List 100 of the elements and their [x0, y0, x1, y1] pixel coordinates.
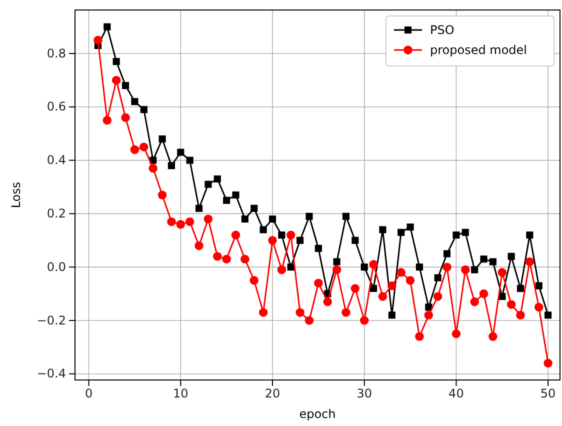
point — [148, 164, 158, 173]
point — [360, 316, 369, 325]
point — [415, 332, 424, 341]
point — [122, 82, 130, 90]
point — [296, 236, 304, 244]
point — [480, 256, 488, 263]
point — [506, 300, 516, 309]
y-tick-label: −0.4 — [36, 366, 66, 381]
point — [140, 106, 148, 114]
point — [168, 162, 175, 170]
point — [488, 332, 498, 341]
point — [525, 257, 534, 266]
point — [204, 214, 213, 224]
point — [332, 265, 342, 274]
point — [352, 236, 359, 244]
point — [333, 258, 340, 266]
point — [277, 265, 286, 274]
point — [112, 58, 120, 66]
point — [342, 212, 350, 220]
point — [534, 302, 544, 312]
point — [388, 312, 396, 319]
y-tick-label: 0.0 — [46, 260, 66, 274]
x-tick-label: 0 — [84, 386, 93, 401]
point — [398, 228, 405, 236]
x-tick-label: 40 — [448, 386, 464, 401]
point — [240, 254, 250, 264]
point — [461, 265, 470, 274]
point — [131, 98, 138, 106]
point — [185, 217, 194, 226]
point — [186, 156, 194, 164]
point — [121, 113, 130, 122]
point — [250, 204, 258, 212]
point — [314, 244, 322, 252]
point — [396, 268, 406, 277]
point — [140, 142, 148, 152]
point — [433, 292, 442, 301]
point — [213, 252, 222, 261]
point — [388, 281, 396, 290]
point — [278, 232, 286, 239]
point — [286, 230, 296, 240]
point — [195, 204, 203, 212]
point — [369, 260, 378, 269]
point — [177, 148, 184, 156]
point — [379, 226, 386, 234]
y-tick-label: 0.8 — [46, 46, 66, 60]
x-tick-label: 10 — [172, 386, 188, 401]
point — [258, 308, 268, 317]
point — [544, 358, 552, 368]
point — [260, 226, 267, 234]
point — [94, 36, 102, 45]
point — [526, 232, 534, 239]
point — [535, 282, 542, 290]
x-axis-title: epoch — [299, 407, 336, 421]
point — [232, 191, 240, 199]
point — [250, 276, 258, 285]
point — [158, 135, 166, 142]
legend-label: PSO — [430, 23, 454, 37]
point — [479, 289, 488, 298]
y-tick-label: 0.6 — [46, 100, 66, 114]
point — [222, 254, 231, 264]
point — [489, 258, 496, 266]
point — [158, 190, 167, 200]
point — [416, 264, 423, 271]
point — [214, 175, 221, 183]
point — [306, 212, 313, 220]
point — [360, 264, 368, 271]
point — [434, 274, 442, 282]
point — [176, 220, 186, 229]
point — [424, 310, 434, 320]
y-axis-title: Loss — [9, 182, 23, 208]
point — [443, 250, 451, 258]
point — [167, 217, 176, 226]
legend-label: proposed model — [430, 43, 528, 57]
point — [471, 266, 478, 274]
point — [452, 232, 460, 239]
point — [508, 252, 515, 260]
point — [442, 262, 452, 272]
point — [498, 268, 506, 277]
point — [406, 276, 415, 285]
point — [516, 310, 525, 320]
point — [378, 292, 388, 301]
point — [544, 312, 552, 319]
point — [223, 196, 230, 204]
point — [268, 215, 276, 223]
point — [104, 23, 111, 30]
point — [462, 228, 469, 236]
point — [102, 116, 112, 125]
point — [241, 215, 248, 223]
point — [370, 284, 378, 292]
y-tick-label: 0.2 — [46, 206, 66, 221]
point — [112, 76, 121, 85]
point — [231, 230, 240, 240]
point — [452, 329, 461, 338]
y-tick-label: 0.4 — [46, 153, 66, 168]
x-tick-label: 50 — [540, 386, 556, 401]
x-tick-label: 20 — [264, 386, 280, 401]
point — [406, 224, 414, 231]
point — [314, 278, 323, 288]
point — [350, 284, 360, 293]
point — [296, 308, 304, 317]
